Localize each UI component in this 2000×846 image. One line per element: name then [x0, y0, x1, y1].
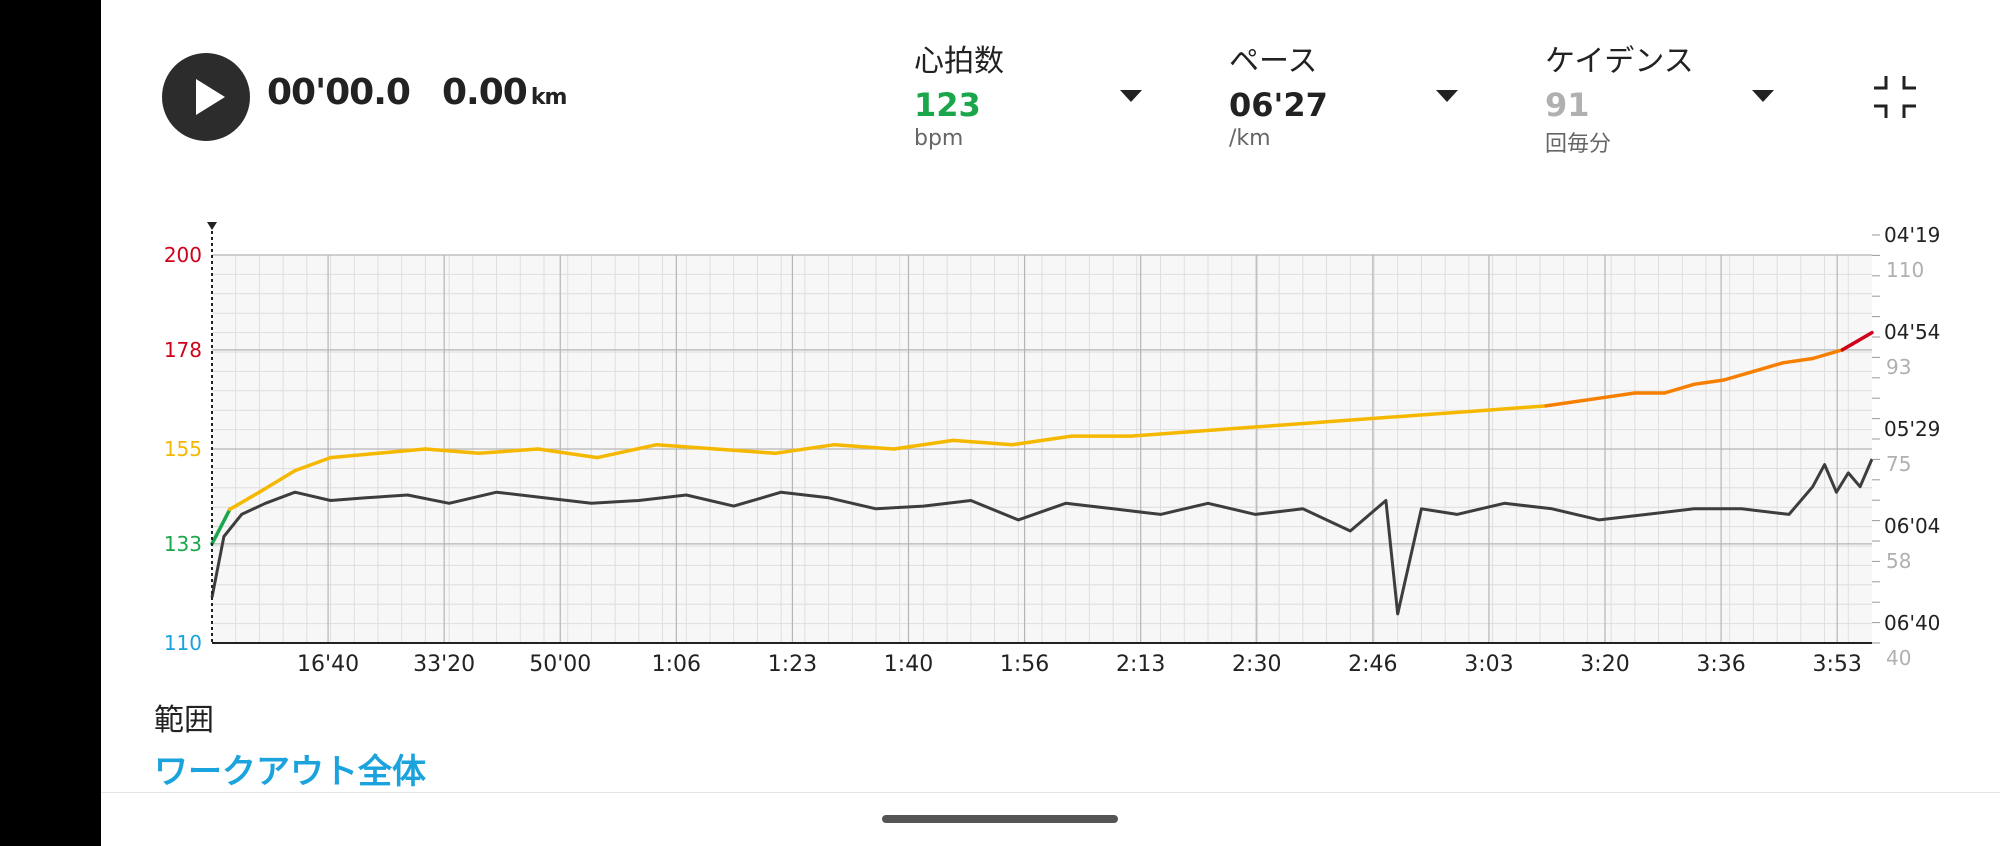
heart-rate-segment: [1603, 391, 1637, 400]
x-tick-label: 3:36: [1696, 652, 1745, 677]
metric-unit: bpm: [914, 126, 964, 151]
x-tick-label: 50'00: [529, 652, 591, 677]
distance-readout: 0.00 km: [442, 72, 568, 113]
metric-value: 91: [1545, 86, 1590, 124]
heart-rate-segment: [1010, 434, 1074, 447]
pace-tick-label: 05'29: [1884, 417, 1940, 441]
metric-pace[interactable]: ペース 06'27 /km: [1229, 36, 1469, 151]
x-tick-label: 1:40: [884, 652, 933, 677]
heart-rate-segment: [1307, 417, 1370, 425]
metric-title: 心拍数: [914, 44, 1004, 79]
heart-rate-segment: [1722, 369, 1756, 382]
heart-rate-segment: [210, 507, 232, 546]
heart-rate-segment: [1840, 330, 1874, 352]
heart-rate-segment: [1425, 408, 1489, 417]
chart-labels: 200 178 155 133 110 16'40 33'20 50'00 1:06 1:23 1:…: [164, 223, 1941, 677]
pace-line: [210, 458, 1874, 616]
heart-rate-segment: [376, 447, 428, 456]
play-button[interactable]: [162, 53, 250, 141]
x-tick-label: 2:13: [1116, 652, 1165, 677]
heart-rate-segment: [1751, 361, 1785, 374]
distance-value: 0.00: [442, 72, 528, 113]
heart-rate-segment: [423, 447, 481, 456]
x-tick-label: 2:30: [1232, 652, 1281, 677]
heart-rate-segment: [951, 438, 1015, 447]
start-marker-icon: [207, 222, 217, 230]
heart-rate-segment: [477, 447, 540, 456]
heart-rate-segment: [1366, 412, 1430, 421]
heart-rate-segment: [257, 468, 297, 494]
heart-rate-segment: [328, 451, 380, 460]
cadence-tick-label: 75: [1886, 452, 1911, 476]
metric-value: 123: [914, 86, 981, 124]
heart-rate-segment: [1129, 430, 1192, 438]
heart-rate-segment: [293, 455, 333, 473]
heart-rate-segment: [1484, 404, 1548, 412]
hr-tick-label: 178: [164, 338, 202, 362]
x-tick-label: 16'40: [297, 652, 359, 677]
pace-tick-label: 06'04: [1884, 514, 1940, 538]
heart-rate-segment: [1692, 378, 1726, 387]
cadence-tick-label: 58: [1886, 549, 1911, 573]
x-tick-label: 1:23: [768, 652, 817, 677]
heart-rate-segment: [714, 447, 777, 456]
chart-axes: [207, 222, 1880, 644]
x-tick-label: 1:06: [652, 652, 701, 677]
heart-rate-segment: [832, 442, 896, 451]
pace-tick-label: 04'54: [1884, 320, 1940, 344]
bottom-divider: [101, 792, 2000, 793]
cadence-tick-label: 110: [1886, 258, 1924, 282]
metric-unit: 回毎分: [1545, 132, 1612, 157]
home-indicator[interactable]: [882, 815, 1118, 823]
metric-title: ペース: [1229, 44, 1318, 79]
heart-rate-segment: [595, 442, 659, 460]
heart-rate-segment: [228, 490, 262, 512]
metric-value: 06'27: [1229, 86, 1328, 124]
x-tick-label: 1:56: [1000, 652, 1049, 677]
play-icon: [196, 79, 225, 115]
heart-rate-segment: [892, 438, 955, 451]
x-tick-label: 3:53: [1812, 652, 1861, 677]
cadence-tick-label: 40: [1886, 646, 1911, 670]
range-selector[interactable]: ワークアウト全体: [154, 752, 426, 792]
heart-rate-segment: [1810, 348, 1845, 361]
pace-line-layer: [210, 458, 1874, 616]
heart-rate-dropdown-icon[interactable]: [1120, 90, 1142, 102]
metric-cadence[interactable]: ケイデンス 91 回毎分: [1545, 36, 1785, 158]
cadence-tick-label: 93: [1886, 355, 1911, 379]
heart-rate-segment: [1544, 395, 1607, 408]
hr-tick-label: 133: [164, 532, 202, 556]
cadence-dropdown-icon[interactable]: [1752, 90, 1774, 102]
metric-unit: /km: [1229, 126, 1271, 151]
heart-rate-segment: [536, 447, 600, 460]
hr-tick-label: 200: [164, 243, 202, 267]
hr-tick-label: 155: [164, 437, 202, 461]
heart-rate-segment: [654, 442, 718, 451]
heart-rate-segment: [1781, 356, 1815, 365]
x-tick-label: 3:03: [1464, 652, 1513, 677]
metric-heart-rate[interactable]: 心拍数 123 bpm: [914, 36, 1154, 151]
heart-rate-segment: [1247, 421, 1311, 430]
range-label: 範囲: [154, 703, 214, 738]
x-tick-label: 33'20: [413, 652, 475, 677]
collapse-fullscreen-icon[interactable]: [1872, 74, 1918, 120]
pace-tick-label: 04'19: [1884, 223, 1940, 247]
heart-rate-segment: [773, 442, 837, 456]
chart-grid: [212, 254, 1872, 644]
heart-rate-segment: [1188, 425, 1252, 434]
left-black-bar: [0, 0, 101, 846]
metric-title: ケイデンス: [1545, 44, 1694, 79]
heart-rate-line-layer: [210, 330, 1874, 546]
x-tick-label: 3:20: [1580, 652, 1629, 677]
heart-rate-segment: [1662, 382, 1696, 395]
elapsed-time: 00'00.0: [267, 72, 411, 113]
pace-dropdown-icon[interactable]: [1436, 90, 1458, 102]
hr-tick-label: 110: [164, 631, 202, 655]
x-tick-label: 2:46: [1348, 652, 1397, 677]
pace-tick-label: 06'40: [1884, 611, 1940, 635]
distance-unit: km: [530, 85, 568, 110]
